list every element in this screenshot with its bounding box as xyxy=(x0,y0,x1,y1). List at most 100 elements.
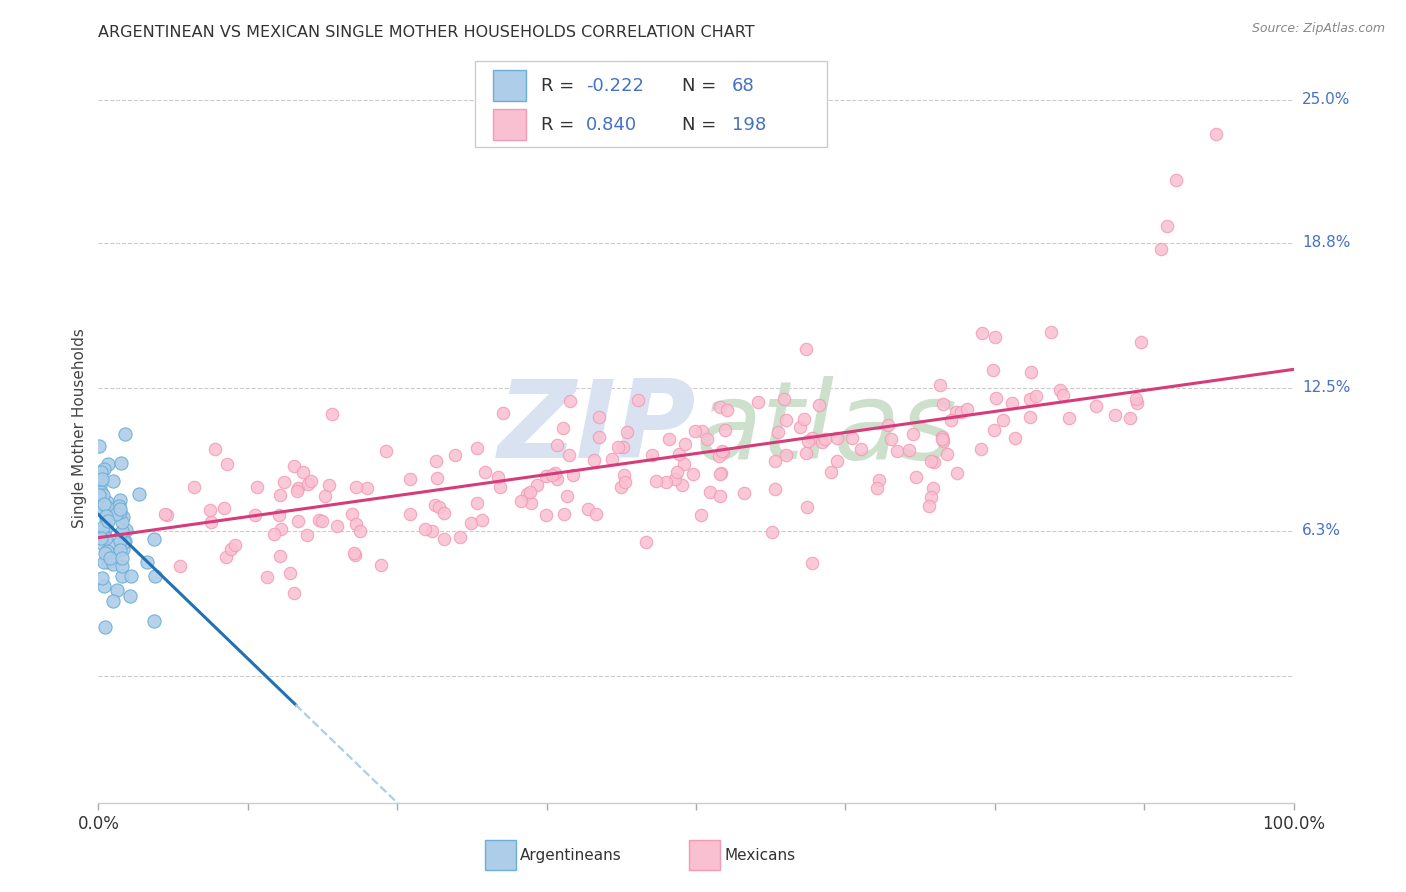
Point xyxy=(553,507,575,521)
Text: 18.8%: 18.8% xyxy=(1302,235,1350,250)
Point xyxy=(886,443,908,458)
Point xyxy=(796,500,818,514)
Point xyxy=(311,514,333,528)
Point xyxy=(658,432,681,446)
Point xyxy=(89,500,111,514)
Point xyxy=(110,534,132,549)
Point xyxy=(1004,431,1026,445)
Point xyxy=(101,548,124,562)
Point xyxy=(983,423,1005,437)
Text: R =: R = xyxy=(541,77,579,95)
Point xyxy=(110,542,132,557)
Point xyxy=(775,413,797,427)
Point xyxy=(321,407,343,421)
Point xyxy=(1019,365,1042,379)
Point xyxy=(903,426,925,441)
Point xyxy=(560,393,582,408)
Point xyxy=(544,466,567,480)
Point xyxy=(111,569,134,583)
Point xyxy=(108,501,131,516)
Point xyxy=(825,454,848,468)
Point xyxy=(699,485,721,500)
Point xyxy=(111,515,134,529)
Point xyxy=(1156,219,1178,234)
Point xyxy=(993,412,1015,426)
Point xyxy=(115,524,138,538)
Point xyxy=(644,474,666,488)
Point xyxy=(825,431,848,445)
Point xyxy=(94,511,117,525)
Point xyxy=(768,425,790,439)
Point xyxy=(112,534,135,549)
Point xyxy=(1001,396,1024,410)
Text: 25.0%: 25.0% xyxy=(1302,92,1350,107)
Point xyxy=(526,478,548,492)
Point xyxy=(696,432,718,446)
Point xyxy=(97,514,120,528)
Point xyxy=(101,474,124,488)
Point xyxy=(562,468,585,483)
Text: N =: N = xyxy=(682,77,721,95)
Point xyxy=(714,423,737,437)
Point xyxy=(534,469,557,483)
Point xyxy=(349,524,371,539)
Point xyxy=(716,403,738,417)
Point xyxy=(204,442,226,457)
Point xyxy=(1166,173,1188,187)
Point xyxy=(120,589,142,603)
Point xyxy=(96,500,118,514)
Point xyxy=(540,467,562,482)
Point xyxy=(866,481,889,495)
Point xyxy=(112,542,135,557)
Point xyxy=(111,559,134,574)
Point xyxy=(105,583,128,598)
Point xyxy=(922,454,945,468)
Point xyxy=(775,448,797,462)
Point xyxy=(326,518,349,533)
Point xyxy=(709,467,731,482)
Point xyxy=(93,498,115,512)
Point xyxy=(613,475,636,490)
Point xyxy=(814,433,837,447)
Point xyxy=(256,570,278,584)
Point xyxy=(673,437,696,451)
Point xyxy=(93,555,115,569)
Point xyxy=(606,440,628,454)
Point xyxy=(851,442,873,456)
Point xyxy=(761,525,783,540)
Point xyxy=(510,494,533,508)
Point xyxy=(399,507,422,521)
Point xyxy=(970,442,993,457)
Point xyxy=(110,527,132,541)
Point xyxy=(96,494,118,508)
Point xyxy=(1040,326,1063,340)
Point xyxy=(287,514,309,528)
Text: atlas: atlas xyxy=(696,376,957,481)
Point xyxy=(91,571,114,585)
Point xyxy=(200,503,222,517)
Point xyxy=(224,538,246,552)
Point xyxy=(120,569,142,583)
Point xyxy=(733,486,755,500)
Point xyxy=(929,378,952,392)
Point xyxy=(94,546,117,560)
Point xyxy=(420,524,443,538)
Point xyxy=(356,481,378,495)
Point xyxy=(655,475,678,490)
Point xyxy=(797,434,820,448)
Text: ZIP: ZIP xyxy=(498,376,696,481)
Point xyxy=(588,430,610,444)
Point xyxy=(950,405,973,419)
Point xyxy=(555,490,578,504)
Point xyxy=(142,614,165,628)
Point xyxy=(931,432,953,446)
Point xyxy=(413,522,436,536)
FancyBboxPatch shape xyxy=(494,70,526,101)
Point xyxy=(800,556,823,570)
Point xyxy=(1125,392,1147,406)
Point xyxy=(110,456,132,470)
Point xyxy=(104,507,127,521)
Point xyxy=(1018,410,1040,425)
Point xyxy=(707,449,730,463)
Point xyxy=(263,527,285,541)
